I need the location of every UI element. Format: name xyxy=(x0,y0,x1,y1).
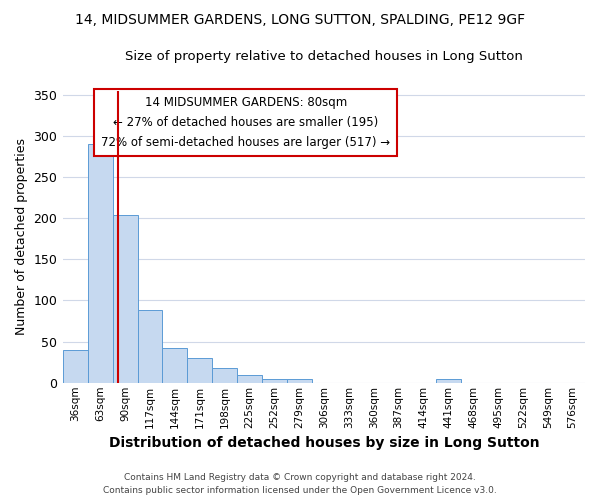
Text: 14, MIDSUMMER GARDENS, LONG SUTTON, SPALDING, PE12 9GF: 14, MIDSUMMER GARDENS, LONG SUTTON, SPAL… xyxy=(75,12,525,26)
Y-axis label: Number of detached properties: Number of detached properties xyxy=(15,138,28,335)
Bar xyxy=(88,144,113,383)
Text: Contains HM Land Registry data © Crown copyright and database right 2024.
Contai: Contains HM Land Registry data © Crown c… xyxy=(103,474,497,495)
Bar xyxy=(436,380,461,383)
Bar xyxy=(287,380,311,383)
Bar xyxy=(237,376,262,383)
Bar xyxy=(163,348,187,383)
Bar xyxy=(187,358,212,383)
Text: 14 MIDSUMMER GARDENS: 80sqm
← 27% of detached houses are smaller (195)
72% of se: 14 MIDSUMMER GARDENS: 80sqm ← 27% of det… xyxy=(101,96,390,150)
Bar xyxy=(212,368,237,383)
Title: Size of property relative to detached houses in Long Sutton: Size of property relative to detached ho… xyxy=(125,50,523,63)
Bar xyxy=(262,378,287,383)
Bar xyxy=(113,215,137,383)
X-axis label: Distribution of detached houses by size in Long Sutton: Distribution of detached houses by size … xyxy=(109,436,539,450)
Bar xyxy=(63,350,88,383)
Bar xyxy=(137,310,163,383)
